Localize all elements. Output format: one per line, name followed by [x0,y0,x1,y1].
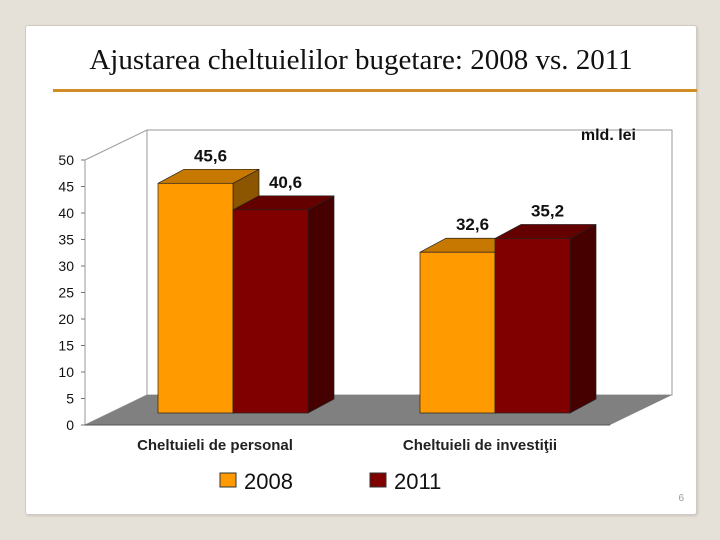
y-tick-label: 30 [58,258,74,274]
category-label: Cheltuieli de investiţii [403,437,557,454]
legend-label: 2011 [394,469,441,494]
y-tick-label: 40 [58,205,74,221]
bar-2011-1 [232,195,335,414]
category-label: Cheltuieli de personal [137,437,293,454]
bar-2011-2 [494,223,597,414]
chart-side-wall [84,129,148,426]
page-number: 6 [678,493,684,504]
y-tick-label: 5 [66,391,74,407]
bar-value-label: 32,6 [456,215,489,234]
legend-label: 2008 [244,469,293,494]
unit-annotation: mld. lei [581,127,636,144]
y-tick-label: 25 [58,285,74,301]
y-tick-label: 10 [58,364,74,380]
legend-swatch [219,472,237,488]
bar-value-label: 40,6 [269,173,302,192]
title-divider [53,89,697,92]
legend-item-2011: 2011 [369,469,441,494]
y-tick-label: 35 [58,232,74,248]
bar-value-label: 35,2 [531,201,564,220]
legend-item-2008: 2008 [219,469,293,494]
y-tick-label: 50 [58,152,74,168]
bar-value-label: 45,6 [194,146,227,165]
y-tick-label: 0 [66,417,74,433]
legend-swatch [369,472,387,488]
y-tick-label: 45 [58,179,74,195]
y-tick-label: 15 [58,338,74,354]
y-tick-label: 20 [58,311,74,327]
slide-title: Ajustarea cheltuielilor bugetare: 2008 v… [89,44,633,76]
